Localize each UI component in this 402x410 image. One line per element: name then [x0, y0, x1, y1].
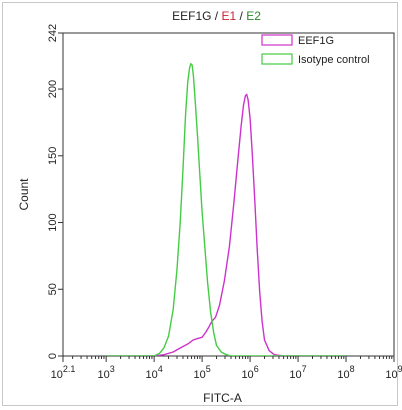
y-tick-label: 50	[47, 283, 59, 295]
x-tick-exponent: 2.1	[63, 364, 76, 374]
y-tick-label: 242	[47, 24, 59, 42]
x-tick-label: 103	[98, 364, 115, 381]
y-tick-label: 0	[47, 353, 59, 359]
plot-area	[62, 32, 395, 357]
x-tick-label: 106	[241, 364, 258, 381]
x-tick-exponent: 7	[302, 364, 307, 374]
x-tick-label: 107	[289, 364, 306, 381]
x-tick-exponent: 8	[350, 364, 355, 374]
legend-swatch	[261, 53, 293, 65]
x-tick-base: 10	[289, 369, 301, 381]
x-tick-exponent: 6	[254, 364, 259, 374]
x-tick-label: 108	[337, 364, 354, 381]
chart-title-part: /	[211, 9, 221, 23]
series-line-eef1g	[106, 93, 346, 356]
x-tick-exponent: 4	[158, 364, 163, 374]
x-tick-label: 104	[145, 364, 162, 381]
x-tick-base: 10	[51, 369, 63, 381]
y-tick-label: 100	[47, 213, 59, 231]
chart-title-part: EEF1G	[172, 9, 211, 23]
y-axis-title: Count	[17, 178, 31, 211]
legend-label: Isotype control	[298, 54, 370, 66]
x-axis-title: FITC-A	[203, 391, 242, 405]
x-tick-label: 109	[385, 364, 402, 381]
legend-label: EEF1G	[298, 35, 334, 47]
x-tick-label: 102.1	[51, 364, 76, 381]
y-tick-label: 200	[47, 80, 59, 98]
x-tick-exponent: 9	[398, 364, 402, 374]
x-tick-base: 10	[241, 369, 253, 381]
x-tick-base: 10	[385, 369, 397, 381]
x-tick-exponent: 3	[110, 364, 115, 374]
x-tick-exponent: 5	[206, 364, 211, 374]
x-tick-label: 105	[193, 364, 210, 381]
chart-title-part: /	[236, 9, 246, 23]
x-tick-base: 10	[145, 369, 157, 381]
y-tick-label: 150	[47, 147, 59, 165]
x-tick-base: 10	[193, 369, 205, 381]
chart-title-part: E1	[221, 9, 236, 23]
x-tick-base: 10	[98, 369, 110, 381]
chart-frame	[2, 2, 398, 406]
legend-swatch	[261, 34, 293, 46]
series-line-isotype-control	[106, 63, 346, 356]
x-tick-base: 10	[337, 369, 349, 381]
chart-title: EEF1G / E1 / E2	[172, 9, 261, 23]
chart-title-part: E2	[246, 9, 261, 23]
